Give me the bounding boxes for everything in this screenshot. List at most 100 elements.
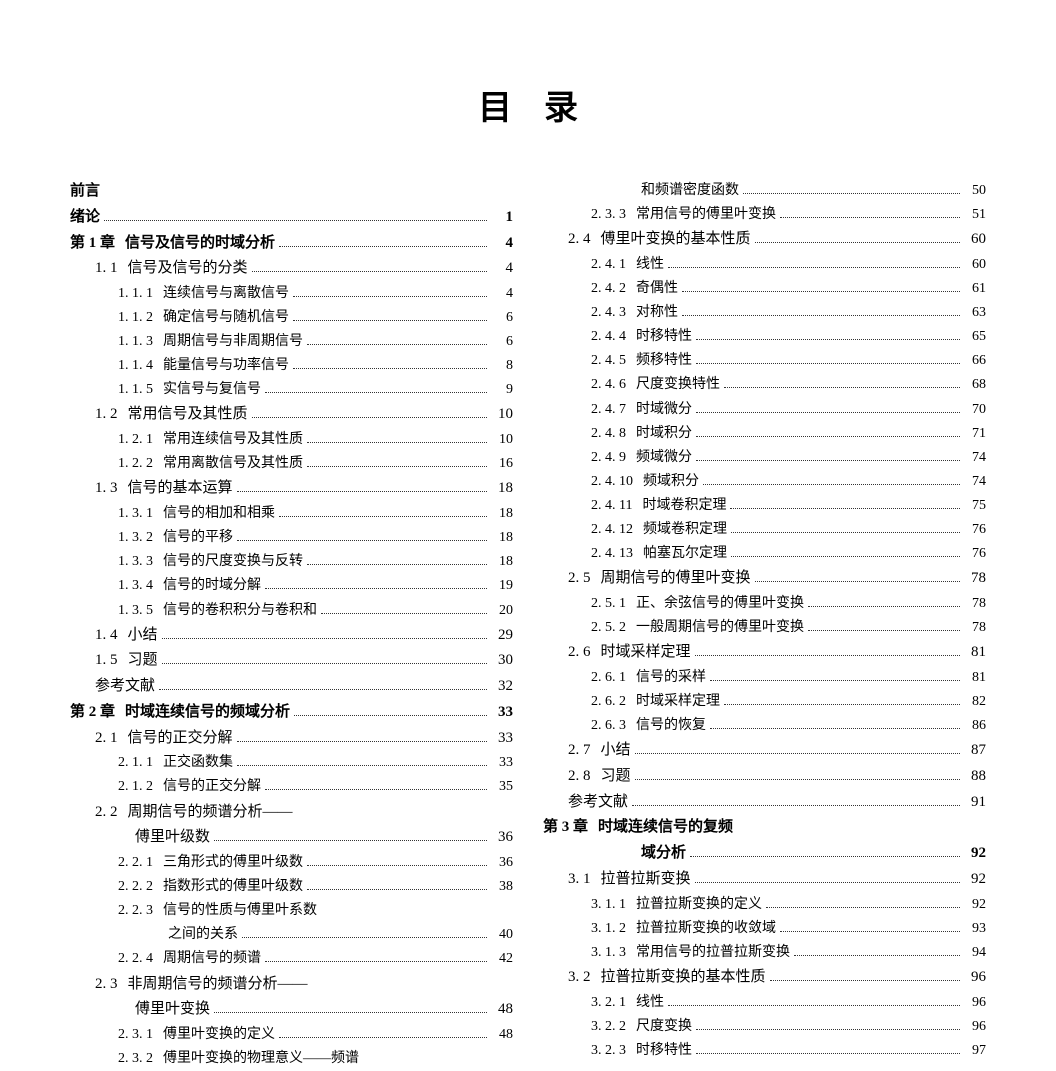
toc-leader-dots	[668, 267, 960, 268]
toc-entry-label: 2. 3非周期信号的频谱分析——	[95, 972, 308, 997]
toc-leader-dots	[724, 387, 960, 388]
toc-entry-text: 拉普拉斯变换的基本性质	[601, 969, 766, 985]
toc-entry: 2. 4傅里叶变换的基本性质60	[543, 227, 986, 252]
toc-leader-dots	[159, 689, 487, 690]
toc-entry-number: 2. 4. 11	[591, 494, 632, 517]
toc-entry-label: 域分析	[641, 841, 686, 866]
toc-entry-number: 2. 4. 12	[591, 518, 633, 541]
toc-entry-label: 1. 1. 3周期信号与非周期信号	[118, 330, 303, 353]
toc-entry-number: 2. 4	[568, 227, 591, 252]
toc-entry-text: 信号的正交分解	[163, 779, 261, 794]
toc-entry-text: 信号及信号的分类	[128, 260, 248, 276]
toc-leader-dots	[794, 955, 960, 956]
toc-entry-page: 36	[491, 825, 513, 850]
toc-leader-dots	[710, 680, 960, 681]
toc-entry-page: 29	[491, 623, 513, 648]
toc-entry: 1. 4小结29	[70, 623, 513, 648]
toc-entry-page: 82	[964, 690, 986, 713]
toc-entry-label: 3. 2. 1线性	[591, 991, 664, 1014]
toc-entry: 3. 2拉普拉斯变换的基本性质96	[543, 965, 986, 990]
toc-leader-dots	[696, 1053, 960, 1054]
toc-entry: 2. 7小结87	[543, 738, 986, 763]
toc-leader-dots	[293, 296, 487, 297]
toc-entry-number: 1. 3. 3	[118, 550, 153, 573]
toc-entry: 之间的关系40	[70, 923, 513, 946]
toc-leader-dots	[695, 655, 960, 656]
toc-entry-label: 2. 4. 4 时移特性	[591, 325, 692, 348]
toc-leader-dots	[307, 564, 487, 565]
toc-entry-text: 信号的相加和相乘	[163, 506, 275, 521]
toc-entry-text: 周期信号的频谱分析——	[128, 804, 293, 820]
toc-entry: 2. 6. 3信号的恢复86	[543, 714, 986, 737]
toc-entry-page: 92	[964, 867, 986, 892]
toc-entry-text: 傅里叶级数	[135, 829, 210, 845]
toc-leader-dots	[242, 937, 487, 938]
toc-entry-label: 2. 4. 3对称性	[591, 301, 678, 324]
toc-entry: 1. 3. 3信号的尺度变换与反转18	[70, 550, 513, 573]
toc-entry-text: 时移特性	[636, 329, 692, 344]
toc-entry-page: 65	[964, 325, 986, 348]
toc-entry: 3. 1. 1拉普拉斯变换的定义92	[543, 893, 986, 916]
toc-entry-number: 3. 2. 2	[591, 1015, 626, 1038]
toc-entry: 傅里叶变换48	[70, 997, 513, 1022]
toc-entry-label: 2. 6. 1信号的采样	[591, 666, 706, 689]
toc-leader-dots	[252, 271, 487, 272]
toc-entry-number: 1. 3. 5	[118, 599, 153, 622]
toc-entry-number: 2. 6	[568, 640, 591, 665]
toc-leader-dots	[724, 704, 960, 705]
toc-entry-number: 2. 1. 1	[118, 751, 153, 774]
toc-entry-page: 86	[964, 714, 986, 737]
toc-entry-number: 2. 4. 7	[591, 398, 626, 421]
toc-entry-number: 2. 4. 4	[591, 325, 626, 348]
toc-entry: 2. 3. 1傅里叶变换的定义48	[70, 1023, 513, 1046]
toc-leader-dots	[237, 765, 487, 766]
toc-entry-text: 周期信号的傅里叶变换	[601, 570, 751, 586]
toc-columns: 前言绪论1第 1 章信号及信号的时域分析41. 1信号及信号的分类41. 1. …	[70, 179, 986, 1071]
toc-entry-text: 信号的恢复	[636, 718, 706, 733]
toc-entry-label: 1. 2. 1常用连续信号及其性质	[118, 428, 303, 451]
toc-entry-number: 1. 3. 1	[118, 502, 153, 525]
toc-entry: 2. 4. 7时域微分70	[543, 398, 986, 421]
toc-entry-number: 2. 3	[95, 972, 118, 997]
toc-entry-page: 20	[491, 599, 513, 622]
toc-entry-text: 信号的基本运算	[128, 480, 233, 496]
toc-entry: 绪论1	[70, 205, 513, 230]
toc-entry: 3. 1拉普拉斯变换 92	[543, 867, 986, 892]
toc-entry: 2. 3非周期信号的频谱分析——	[70, 972, 513, 997]
toc-entry: 域分析92	[543, 841, 986, 866]
toc-entry-page: 81	[964, 666, 986, 689]
toc-entry-label: 3. 1拉普拉斯变换	[568, 867, 691, 892]
toc-entry-page: 70	[964, 398, 986, 421]
toc-leader-dots	[307, 466, 487, 467]
toc-leader-dots	[104, 220, 487, 221]
toc-entry-label: 1. 2. 2常用离散信号及其性质	[118, 452, 303, 475]
toc-leader-dots	[703, 484, 960, 485]
toc-entry-number: 3. 2	[568, 965, 591, 990]
toc-entry-number: 2. 4. 9	[591, 446, 626, 469]
toc-entry: 2. 4. 3对称性63	[543, 301, 986, 324]
toc-entry: 2. 5. 1正、余弦信号的傅里叶变换78	[543, 592, 986, 615]
toc-entry-page: 32	[491, 674, 513, 699]
toc-entry-text: 频域积分	[643, 474, 699, 489]
toc-entry-text: 常用离散信号及其性质	[163, 456, 303, 471]
toc-entry-number: 2. 1. 2	[118, 775, 153, 798]
toc-entry-page: 10	[491, 428, 513, 451]
toc-entry: 2. 2. 1三角形式的傅里叶级数36	[70, 851, 513, 874]
toc-entry-label: 1. 3. 1 信号的相加和相乘	[118, 502, 275, 525]
toc-entry-number: 2. 3. 2	[118, 1047, 153, 1070]
toc-entry: 1. 2. 1常用连续信号及其性质 10	[70, 428, 513, 451]
toc-entry: 1. 3信号的基本运算18	[70, 476, 513, 501]
toc-leader-dots	[279, 516, 487, 517]
toc-entry-page: 92	[964, 893, 986, 916]
toc-entry-page: 96	[964, 991, 986, 1014]
toc-entry-number: 1. 1. 1	[118, 282, 153, 305]
toc-entry: 2. 4. 5频移特性66	[543, 349, 986, 372]
toc-entry-text: 习题	[128, 652, 158, 668]
toc-entry: 2. 4. 1线性60	[543, 253, 986, 276]
toc-entry-text: 尺度变换特性	[636, 377, 720, 392]
toc-entry-page: 48	[491, 1023, 513, 1046]
toc-entry-number: 3. 1. 1	[591, 893, 626, 916]
toc-entry-label: 2. 4. 1线性	[591, 253, 664, 276]
toc-entry-page: 33	[491, 726, 513, 751]
toc-entry: 2. 8习题88	[543, 764, 986, 789]
